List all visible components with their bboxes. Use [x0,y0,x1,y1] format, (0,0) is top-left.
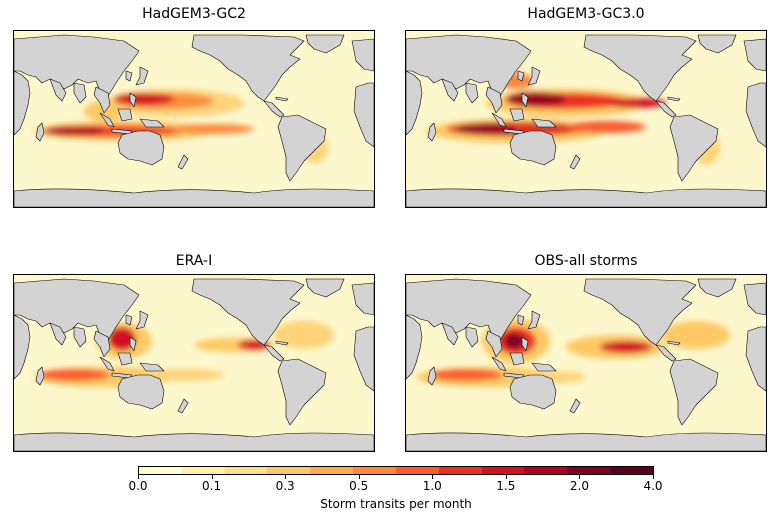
colorbar-tick [579,475,581,479]
colorbar-segment [267,467,311,474]
colorbar-segment [224,467,268,474]
colorbar-segment [310,467,354,474]
colorbar-tick [285,475,287,479]
colorbar-tick-label: 0.3 [275,479,295,493]
colorbar-tick-label: 4.0 [643,479,663,493]
storm-map-era-i [13,274,375,452]
panel-title-era-i: ERA-I [175,253,213,269]
colorbar-segment [395,467,439,474]
colorbar-tick [138,475,139,479]
colorbar-segment [567,467,611,474]
colorbar-segment [438,467,482,474]
panel-title-hadgem3-gc3: HadGEM3-GC3.0 [527,6,645,22]
colorbar-tick-label: 1.5 [496,479,516,493]
colorbar-tick [653,475,654,479]
colorbar-segment [481,467,525,474]
colorbar-segment [524,467,568,474]
colorbar-tick [358,475,360,479]
colorbar-segment [610,467,653,474]
colorbar [138,466,654,475]
colorbar-label: Storm transits per month [320,497,472,511]
colorbar-segment [353,467,396,474]
panel-title-obs-all-storms: OBS-all storms [534,253,638,269]
colorbar-segment [181,467,225,474]
colorbar-tick-label: 0.5 [349,479,369,493]
storm-map-obs-all-storms [405,274,767,452]
colorbar-tick-label: 0.0 [128,479,148,493]
panel-title-hadgem3-gc2: HadGEM3-GC2 [142,6,246,22]
colorbar-tick [211,475,213,479]
storm-map-hadgem3-gc2 [13,30,375,208]
colorbar-tick-label: 0.1 [202,479,222,493]
colorbar-segment [139,467,182,474]
colorbar-tick [505,475,507,479]
storm-map-hadgem3-gc3 [405,30,767,208]
colorbar-tick [432,475,434,479]
colorbar-tick-label: 1.0 [422,479,442,493]
colorbar-tick-label: 2.0 [569,479,589,493]
